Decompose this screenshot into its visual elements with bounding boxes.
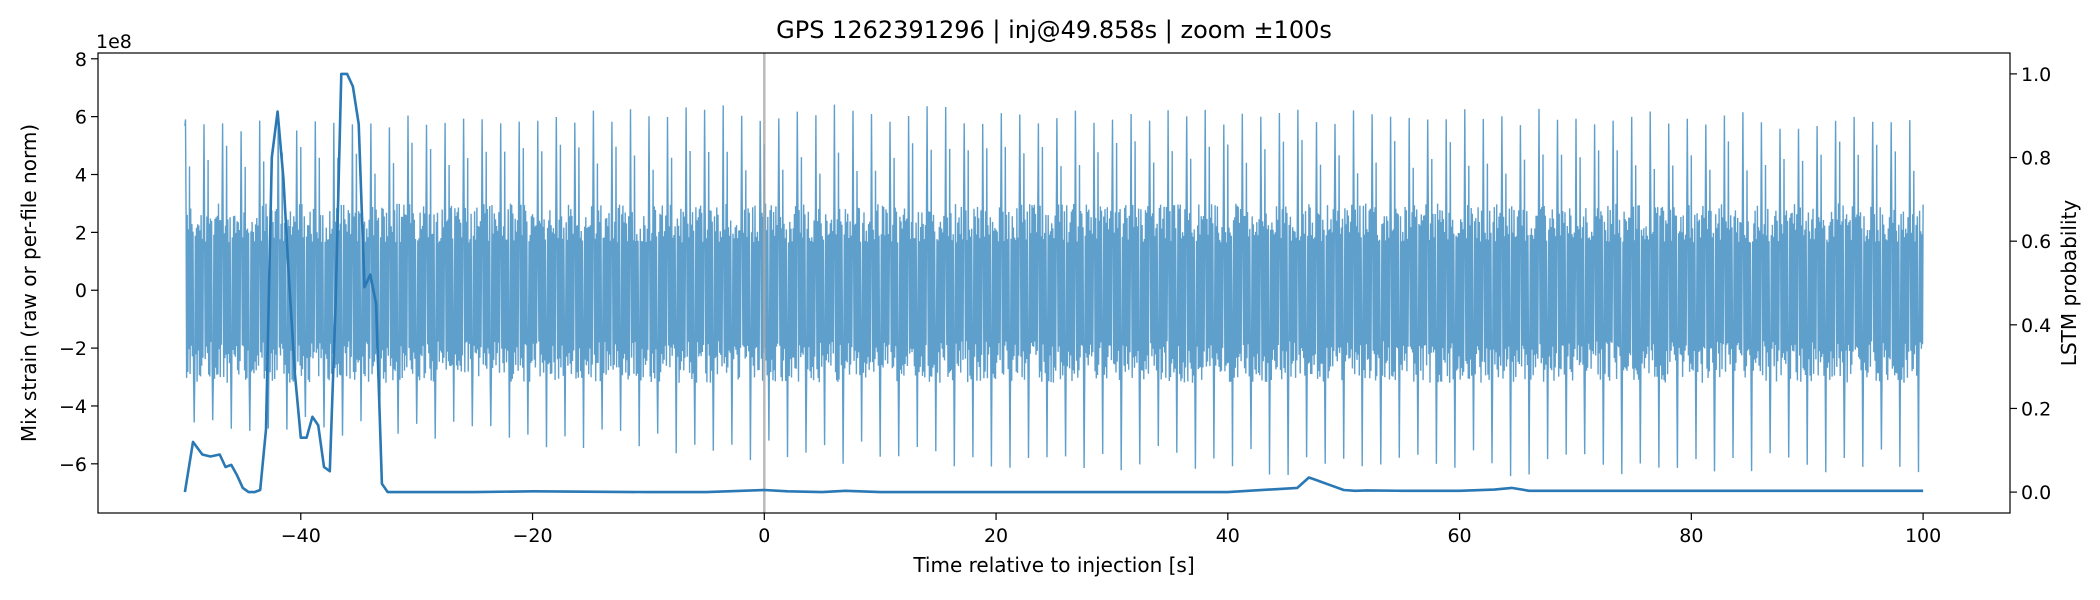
y-left-tick-label: 2 — [75, 222, 87, 244]
y-left-tick-label: 4 — [75, 165, 87, 187]
strain-series — [184, 104, 1924, 477]
x-axis-label: Time relative to injection [s] — [912, 553, 1194, 577]
y-left-tick-label: 8 — [75, 49, 87, 71]
x-tick-label: 20 — [984, 525, 1008, 547]
x-axis-ticks: −40 −20 0 20 40 60 80 100 — [281, 513, 1941, 547]
strain-line — [184, 104, 1924, 477]
probability-series — [183, 72, 1924, 494]
plot-frame — [97, 52, 2011, 514]
y-offset-text: 1e8 — [96, 31, 132, 53]
y-right-tick-label: 0.4 — [2021, 315, 2051, 337]
x-tick-label: 40 — [1216, 525, 1240, 547]
y-right-tick-label: 1.0 — [2021, 64, 2051, 86]
y-left-tick-label: −2 — [59, 338, 87, 360]
y-right-axis-label: LSTM probability — [2057, 200, 2081, 367]
y-right-axis-ticks: 0.0 0.2 0.4 0.6 0.8 1.0 — [2010, 64, 2051, 504]
y-right-tick-label: 0.6 — [2021, 231, 2051, 253]
y-left-axis-ticks: −6 −4 −2 0 2 4 6 8 — [59, 49, 98, 476]
x-tick-label: −40 — [281, 525, 321, 547]
y-left-tick-label: 0 — [75, 280, 87, 302]
x-tick-label: 100 — [1905, 525, 1941, 547]
x-tick-label: −20 — [512, 525, 552, 547]
y-left-tick-label: −4 — [59, 396, 87, 418]
y-left-tick-label: 6 — [75, 107, 87, 129]
y-right-tick-label: 0.0 — [2021, 482, 2051, 504]
x-tick-label: 0 — [758, 525, 770, 547]
y-right-tick-label: 0.8 — [2021, 148, 2051, 170]
probability-line — [183, 72, 1924, 494]
y-left-tick-label: −6 — [59, 454, 87, 476]
chart-title: GPS 1262391296 | inj@49.858s | zoom ±100… — [776, 16, 1332, 44]
y-right-tick-label: 0.2 — [2021, 398, 2051, 420]
x-tick-label: 60 — [1447, 525, 1471, 547]
x-tick-label: 80 — [1679, 525, 1703, 547]
y-left-axis-label: Mix strain (raw or per-file norm) — [17, 124, 41, 442]
